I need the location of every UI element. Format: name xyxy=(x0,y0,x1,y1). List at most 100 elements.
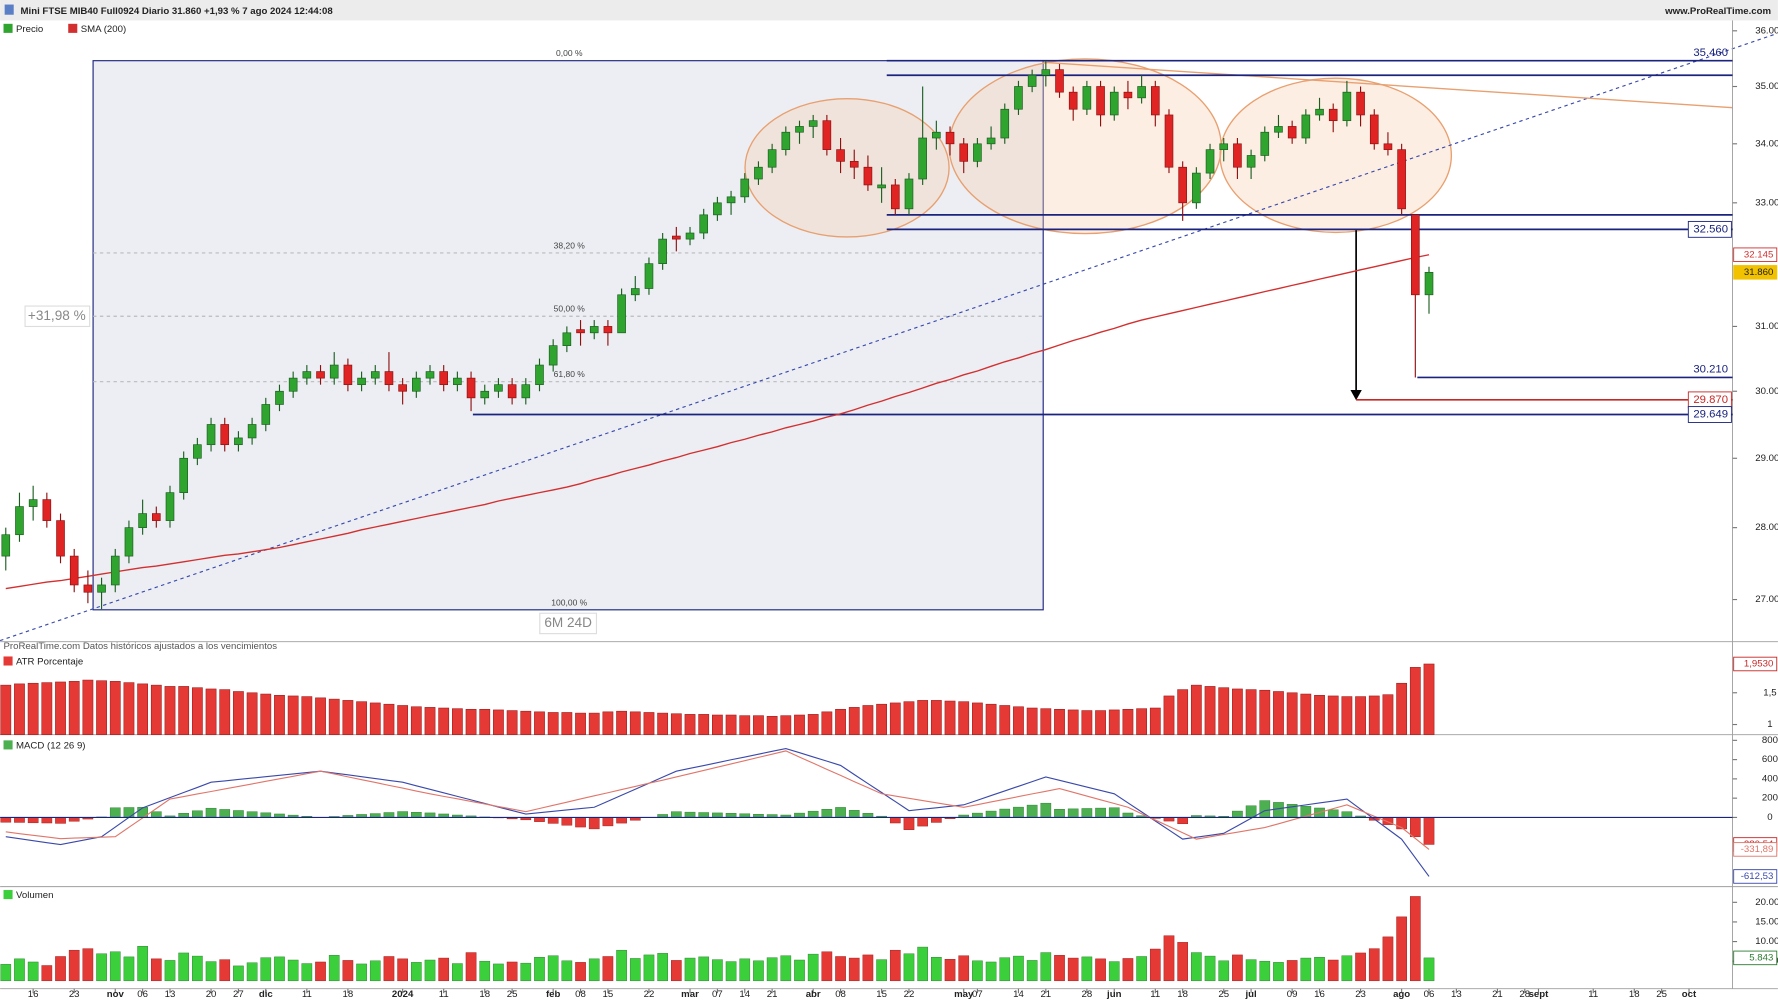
candle-body xyxy=(1096,86,1105,116)
atr-bar xyxy=(68,681,80,735)
macd-line xyxy=(5,750,1430,850)
atr-bar xyxy=(191,687,203,735)
volume-bar xyxy=(1355,952,1366,982)
atr-bar xyxy=(1355,696,1366,735)
legend-swatch xyxy=(3,890,13,900)
candle-body xyxy=(398,384,407,392)
candle-body xyxy=(1233,143,1242,168)
x-tick-label: 11 xyxy=(302,989,312,1000)
candle-body xyxy=(836,149,845,162)
volume-bar xyxy=(1149,948,1161,982)
candle-body xyxy=(959,143,969,162)
volume-bar xyxy=(150,958,162,982)
candle-body xyxy=(1178,166,1187,204)
macd-histogram-bar xyxy=(534,817,545,822)
atr-bar xyxy=(807,714,819,735)
macd-histogram-bar xyxy=(684,811,696,818)
y-tick-label: 0 xyxy=(1767,812,1772,823)
x-tick-label: 11 xyxy=(1588,989,1598,1000)
atr-bar xyxy=(369,702,381,735)
x-tick-label: 13 xyxy=(165,989,176,1000)
volume-bar xyxy=(137,946,148,982)
atr-bar xyxy=(1190,684,1202,735)
atr-bar xyxy=(301,696,313,735)
atr-bar xyxy=(27,682,39,735)
volume-bar xyxy=(657,953,668,982)
atr-bar xyxy=(1204,686,1216,735)
y-tick-label: 15.000 xyxy=(1755,916,1778,927)
candle-body xyxy=(548,345,558,366)
volume-bar xyxy=(342,960,354,982)
candle-body xyxy=(1342,91,1352,122)
fib-label: 38,20 % xyxy=(554,240,586,250)
atr-bar xyxy=(287,695,299,735)
candle-body xyxy=(329,364,339,379)
macd-histogram-bar xyxy=(233,810,244,818)
candle-body xyxy=(699,214,709,234)
x-tick-label: 21 xyxy=(1492,989,1503,1000)
volume-bar xyxy=(534,957,545,982)
candle-body xyxy=(28,499,38,507)
atr-bar xyxy=(1163,695,1175,735)
macd-histogram-bar xyxy=(698,812,710,818)
volume-bar xyxy=(1054,955,1065,982)
x-tick-label: 18 xyxy=(1629,989,1640,1000)
candle-body xyxy=(1219,143,1229,150)
candle-body xyxy=(179,457,188,493)
macd-histogram-bar xyxy=(0,817,12,823)
volume-bar xyxy=(862,954,874,982)
volume-bar xyxy=(82,948,94,982)
candle-body xyxy=(932,131,941,139)
macd-histogram-bar xyxy=(219,809,231,818)
volume-bar xyxy=(766,957,778,982)
volume-bar xyxy=(876,959,887,982)
volume-bar xyxy=(931,957,942,982)
atr-bar xyxy=(315,697,326,735)
volume-bar xyxy=(41,965,53,982)
candle-body xyxy=(507,384,517,399)
volume-bar xyxy=(1177,942,1189,982)
candle-body xyxy=(206,424,216,446)
candle-body xyxy=(247,424,257,439)
x-tick-label: 22 xyxy=(644,989,655,1000)
x-tick-label: 09 xyxy=(1287,989,1298,1000)
candle-body xyxy=(849,160,859,168)
volume-bar xyxy=(178,952,190,982)
x-tick-label: 27 xyxy=(233,989,244,1000)
macd-histogram-bar xyxy=(383,812,395,818)
y-tick-label: 28.000 xyxy=(1755,522,1778,533)
candle-body xyxy=(904,178,914,210)
fib-label: 61,80 % xyxy=(554,369,586,379)
atr-bar xyxy=(328,698,340,735)
axis-flag xyxy=(1733,656,1778,672)
macd-histogram-bar xyxy=(999,808,1011,818)
header-bar xyxy=(0,0,1778,21)
volume-bar xyxy=(629,958,641,982)
volume-bar xyxy=(328,955,340,982)
x-tick-label: 06 xyxy=(1424,989,1435,1000)
candle-body xyxy=(56,520,65,557)
atr-bar xyxy=(178,686,190,735)
candle-body xyxy=(1,534,11,557)
y-tick-label: 33.000 xyxy=(1755,197,1778,208)
level-label: 29.870 xyxy=(1693,394,1728,406)
macd-histogram-bar xyxy=(1040,802,1052,818)
atr-bar xyxy=(561,712,573,735)
atr-bar xyxy=(424,707,436,735)
atr-bar xyxy=(958,701,970,735)
macd-histogram-bar xyxy=(55,817,66,824)
atr-bar xyxy=(876,703,887,735)
volume-bar xyxy=(315,961,326,982)
x-tick-label: 18 xyxy=(1177,989,1188,1000)
volume-bar xyxy=(96,953,107,982)
volume-bar xyxy=(835,956,846,982)
candle-body xyxy=(1260,131,1270,156)
volume-bar xyxy=(1382,936,1394,982)
x-tick-label: 07 xyxy=(712,989,723,1000)
atr-bar xyxy=(643,712,655,735)
candle-body xyxy=(795,126,804,133)
volume-bar xyxy=(369,960,381,982)
volume-bar xyxy=(1368,948,1380,982)
macd-histogram-bar xyxy=(1327,809,1339,818)
volume-bar xyxy=(219,959,231,982)
